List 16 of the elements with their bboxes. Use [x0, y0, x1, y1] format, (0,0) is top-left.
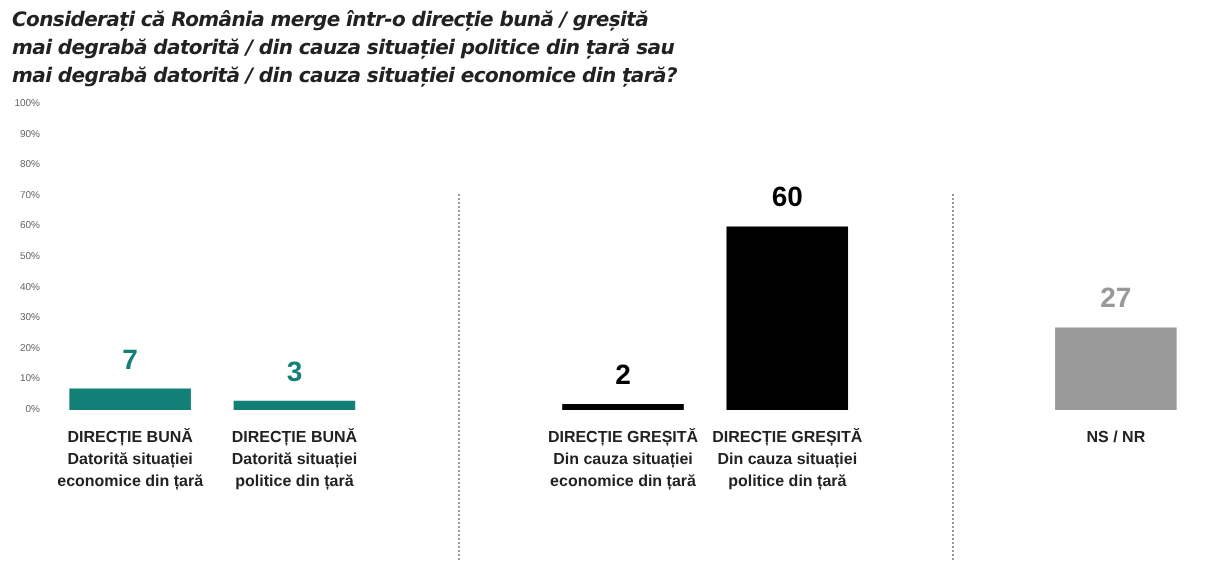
x-tick-label: DIRECȚIE GREȘITĂ Din cauza situației economice din țară — [547, 426, 699, 490]
bar — [1055, 327, 1177, 410]
data-label: 3 — [286, 354, 303, 387]
x-tick-label: DIRECȚIE GREȘITĂ Din cauza situației politice din țară — [712, 426, 863, 490]
chart-title: Considerați că România merge într-o direcție bună / greșită mai degrabă datorită / din cauza situației politice din țară sau mai degrabă datorită / din cauza situației economice din țară? — [12, 8, 677, 92]
x-tick-label: DIRECȚIE BUNĂ Datorită situației economice din țară — [57, 426, 205, 490]
bar — [562, 403, 684, 410]
bar — [726, 226, 849, 410]
data-label: 7 — [122, 342, 139, 375]
bar — [233, 400, 356, 410]
data-label: 2 — [615, 357, 632, 390]
x-tick-label: NS / NR — [1086, 428, 1146, 446]
bar — [69, 388, 191, 410]
data-label: 27 — [1100, 281, 1132, 314]
data-label: 60 — [771, 180, 804, 213]
x-tick-label: DIRECȚIE BUNĂ Datorită situației politice din țară — [231, 426, 358, 490]
